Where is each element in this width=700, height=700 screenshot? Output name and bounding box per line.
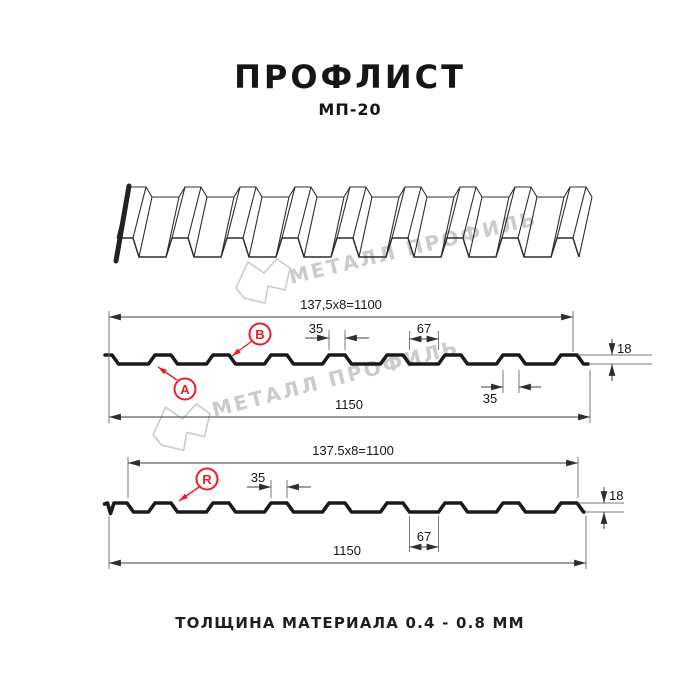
sheet-extrusion-line (187, 186, 202, 239)
sheet-extrusion-line (517, 186, 532, 239)
sheet-extrusion-line (330, 196, 345, 258)
sheet-extrusion-line (385, 196, 400, 258)
sheet-extrusion-line (171, 186, 186, 239)
watermark-middle: МЕТАЛЛ ПРОФИЛЬ (152, 335, 462, 452)
sheet-extrusion-line (352, 186, 367, 239)
sheet-extrusion-line (358, 196, 373, 258)
sheet-extrusion-line (440, 196, 455, 258)
sheet-extrusion-line (550, 196, 565, 258)
sheet-extrusion-line (391, 186, 406, 239)
product-code: МП-20 (318, 100, 382, 119)
label-a-badge (173, 377, 197, 401)
sheet-extrusion-line (501, 186, 516, 239)
sheet-extrusion-line (297, 186, 312, 239)
dim-valley-width: 67 (417, 321, 431, 336)
sheet-extrusion-line (413, 196, 428, 258)
dim-rib-bottom-width: 35 (483, 391, 497, 406)
dim-profile-height: 18 (617, 341, 631, 356)
label-r-leader (178, 486, 200, 502)
sheet-extrusion-line (193, 196, 208, 258)
sheet-near-edge (117, 237, 580, 258)
sheet-extrusion-line (462, 186, 477, 239)
page-title: ПРОФЛИСТ (234, 58, 466, 96)
dim-valley-width: 67 (417, 529, 431, 544)
label-r-badge (195, 467, 219, 491)
material-thickness-note: ТОЛЩИНА МАТЕРИАЛА 0.4 - 0.8 ММ (175, 614, 525, 632)
sheet-extrusion-line (281, 186, 296, 239)
label-b-badge (248, 322, 272, 346)
sheet-extrusion-line (523, 196, 538, 258)
reverse-profile-section: 137.5x8=1100 1150 35 67 18 (102, 443, 624, 569)
reverse-profile-outline (102, 501, 586, 516)
dim-rib-top-width: 35 (251, 470, 265, 485)
label-a-text: A (180, 382, 190, 397)
dim-working-width: 137,5x8=1100 (300, 297, 382, 312)
dim-overall-width: 1150 (335, 397, 363, 412)
label-a-leader (157, 366, 178, 381)
sheet-3d-drawing (113, 183, 593, 264)
front-profile-section: 137,5x8=1100 1150 35 67 35 (103, 297, 652, 423)
sheet-extrusion-line (165, 196, 180, 258)
label-b-leader (231, 340, 253, 357)
dim-rib-top-width: 35 (309, 321, 323, 336)
sheet-extrusion-line (495, 196, 510, 258)
sheet-extrusion-line (556, 186, 571, 239)
dim-working-width: 137.5x8=1100 (312, 443, 394, 458)
sheet-extrusion-line (578, 196, 593, 258)
sheet-extrusion-line (446, 186, 461, 239)
watermark-top: МЕТАЛЛ ПРОФИЛЬ (235, 206, 540, 304)
sheet-extrusion-line (138, 196, 153, 258)
brand-logo-icon (235, 258, 291, 304)
sheet-extrusion-line (572, 186, 587, 239)
sheet-extrusion-line (407, 186, 422, 239)
dim-overall-width: 1150 (333, 543, 361, 558)
dim-profile-height: 18 (609, 488, 623, 503)
front-profile-outline (103, 353, 590, 366)
sheet-extrusion-line (132, 186, 147, 239)
sheet-extrusion-line (275, 196, 290, 258)
sheet-extrusion-line (248, 196, 263, 258)
sheet-extrusion-line (468, 196, 483, 258)
brand-logo-icon (152, 403, 211, 452)
sheet-extrusion-line (220, 196, 235, 258)
sheet-extrusion-line (226, 186, 241, 239)
sheet-extrusion-line (303, 196, 318, 258)
label-r-text: R (202, 472, 212, 487)
sheet-extrusion-line (336, 186, 351, 239)
sheet-cut-edge (113, 183, 132, 264)
label-b-text: B (255, 327, 264, 342)
sheet-far-edge (130, 186, 593, 198)
sheet-extrusion-line (242, 186, 257, 239)
